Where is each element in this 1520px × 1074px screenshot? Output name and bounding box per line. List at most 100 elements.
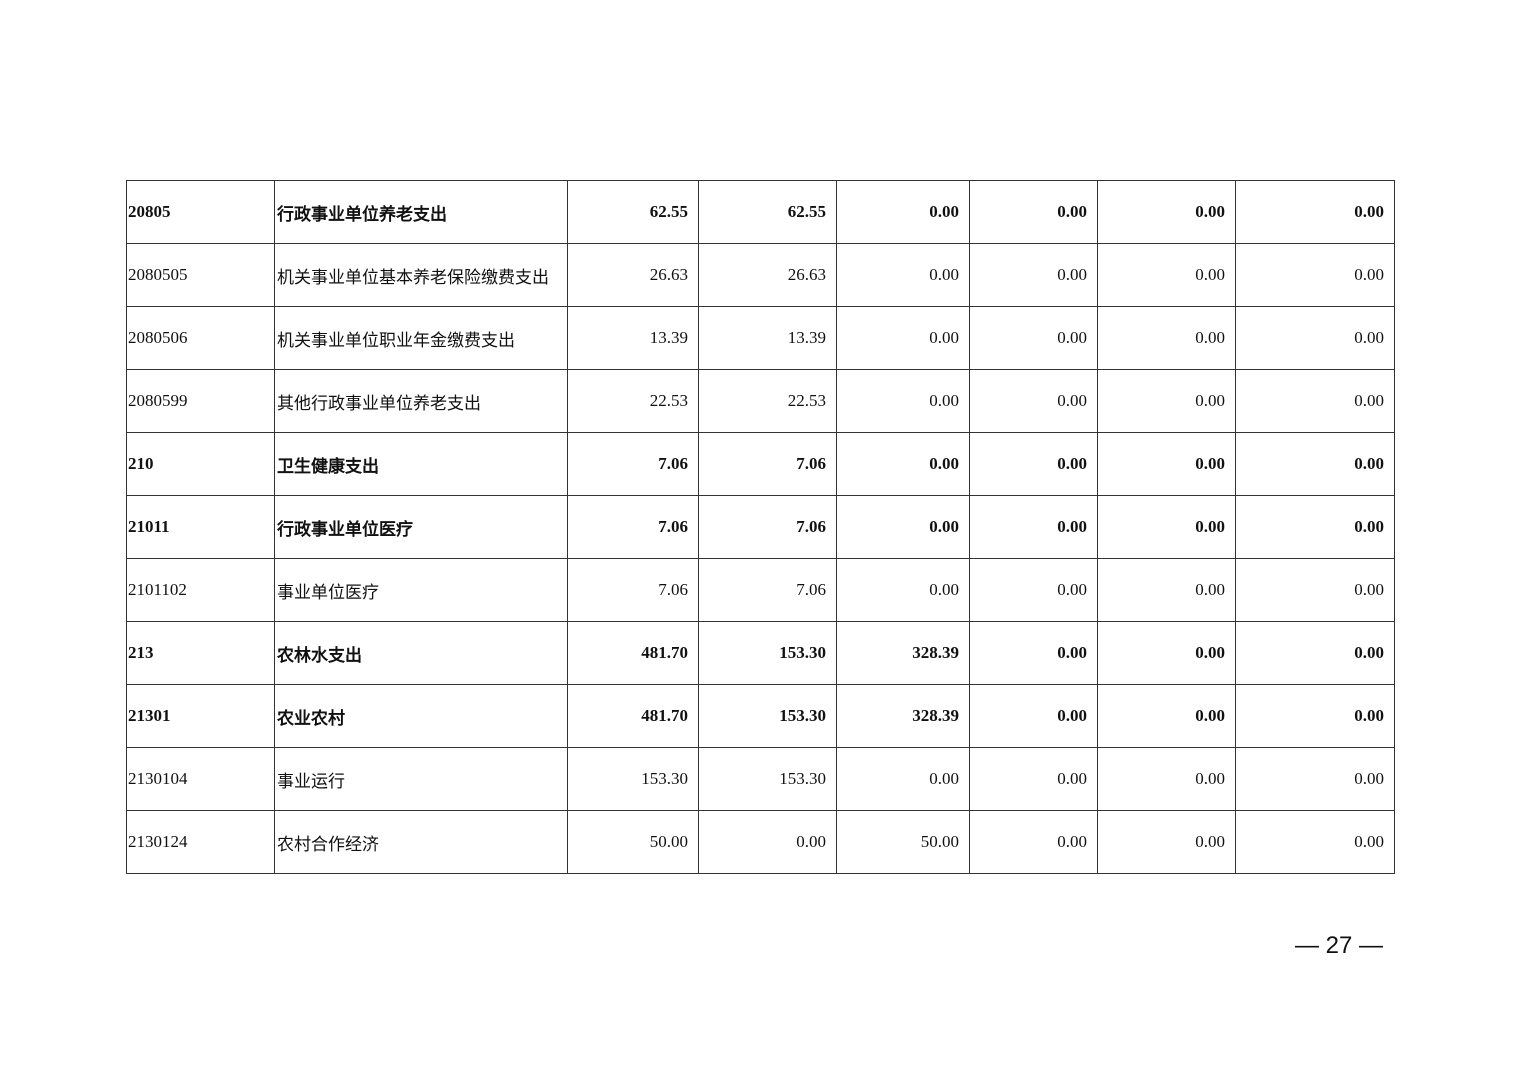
cell-col-4: 0.00 — [698, 810, 837, 874]
cell-col-8: 0.00 — [1235, 495, 1395, 559]
cell-col-7: 0.00 — [1097, 432, 1236, 496]
cell-code: 21011 — [126, 495, 275, 559]
cell-col-4: 13.39 — [698, 306, 837, 370]
cell-col-7: 0.00 — [1097, 621, 1236, 685]
cell-col-5: 0.00 — [836, 369, 970, 433]
cell-code: 2080599 — [126, 369, 275, 433]
table-row: 2080506 机关事业单位职业年金缴费支出 13.39 13.39 0.00 0.00 0… — [126, 306, 1395, 370]
cell-col-3: 7.06 — [567, 495, 699, 559]
cell-col-7: 0.00 — [1097, 684, 1236, 748]
cell-col-3: 7.06 — [567, 558, 699, 622]
cell-col-7: 0.00 — [1097, 243, 1236, 307]
table-row: 2130104 事业运行 153.30 153.30 0.00 0.00 0.00 0.00 — [126, 747, 1395, 811]
cell-col-5: 50.00 — [836, 810, 970, 874]
cell-col-3: 13.39 — [567, 306, 699, 370]
cell-name: 其他行政事业单位养老支出 — [274, 369, 568, 433]
cell-col-4: 153.30 — [698, 621, 837, 685]
cell-col-4: 62.55 — [698, 180, 837, 244]
cell-col-8: 0.00 — [1235, 369, 1395, 433]
cell-col-6: 0.00 — [969, 747, 1098, 811]
cell-name: 行政事业单位养老支出 — [274, 180, 568, 244]
cell-code: 213 — [126, 621, 275, 685]
cell-code: 2101102 — [126, 558, 275, 622]
table-row: 20805 行政事业单位养老支出 62.55 62.55 0.00 0.00 0.00 0.0… — [126, 180, 1395, 244]
cell-col-8: 0.00 — [1235, 684, 1395, 748]
cell-col-4: 7.06 — [698, 432, 837, 496]
table-row: 21301 农业农村 481.70 153.30 328.39 0.00 0.00 0.00 — [126, 684, 1395, 748]
cell-col-3: 22.53 — [567, 369, 699, 433]
cell-col-8: 0.00 — [1235, 306, 1395, 370]
cell-col-6: 0.00 — [969, 432, 1098, 496]
cell-col-5: 0.00 — [836, 747, 970, 811]
table-row: 2130124 农村合作经济 50.00 0.00 50.00 0.00 0.00 0.00 — [126, 810, 1395, 874]
cell-col-8: 0.00 — [1235, 747, 1395, 811]
cell-name: 事业单位医疗 — [274, 558, 568, 622]
cell-col-3: 62.55 — [567, 180, 699, 244]
cell-col-8: 0.00 — [1235, 243, 1395, 307]
cell-col-3: 26.63 — [567, 243, 699, 307]
cell-code: 20805 — [126, 180, 275, 244]
cell-col-7: 0.00 — [1097, 180, 1236, 244]
cell-col-4: 7.06 — [698, 495, 837, 559]
cell-name: 卫生健康支出 — [274, 432, 568, 496]
cell-col-6: 0.00 — [969, 369, 1098, 433]
cell-col-7: 0.00 — [1097, 495, 1236, 559]
cell-col-5: 0.00 — [836, 180, 970, 244]
cell-col-8: 0.00 — [1235, 810, 1395, 874]
cell-col-6: 0.00 — [969, 306, 1098, 370]
cell-code: 2130104 — [126, 747, 275, 811]
cell-col-7: 0.00 — [1097, 369, 1236, 433]
cell-col-7: 0.00 — [1097, 810, 1236, 874]
cell-col-8: 0.00 — [1235, 432, 1395, 496]
cell-col-5: 0.00 — [836, 306, 970, 370]
cell-col-6: 0.00 — [969, 621, 1098, 685]
cell-col-4: 22.53 — [698, 369, 837, 433]
cell-col-5: 0.00 — [836, 432, 970, 496]
cell-col-4: 153.30 — [698, 684, 837, 748]
cell-name: 机关事业单位职业年金缴费支出 — [274, 306, 568, 370]
cell-col-5: 328.39 — [836, 684, 970, 748]
cell-col-6: 0.00 — [969, 684, 1098, 748]
cell-col-7: 0.00 — [1097, 558, 1236, 622]
cell-col-5: 328.39 — [836, 621, 970, 685]
cell-name: 机关事业单位基本养老保险缴费支出 — [274, 243, 568, 307]
cell-col-5: 0.00 — [836, 243, 970, 307]
table-row: 2080505 机关事业单位基本养老保险缴费支出 26.63 26.63 0.00 0.0… — [126, 243, 1395, 307]
cell-col-8: 0.00 — [1235, 558, 1395, 622]
cell-name: 行政事业单位医疗 — [274, 495, 568, 559]
table-row: 213 农林水支出 481.70 153.30 328.39 0.00 0.00 0.00 — [126, 621, 1395, 685]
cell-col-4: 7.06 — [698, 558, 837, 622]
cell-col-3: 153.30 — [567, 747, 699, 811]
cell-name: 农林水支出 — [274, 621, 568, 685]
cell-col-5: 0.00 — [836, 558, 970, 622]
table-row: 21011 行政事业单位医疗 7.06 7.06 0.00 0.00 0.00 0.00 — [126, 495, 1395, 559]
cell-code: 21301 — [126, 684, 275, 748]
cell-col-8: 0.00 — [1235, 180, 1395, 244]
table-row: 2080599 其他行政事业单位养老支出 22.53 22.53 0.00 0.00 0.0… — [126, 369, 1395, 433]
budget-table: 20805 行政事业单位养老支出 62.55 62.55 0.00 0.00 0.00 0.0… — [126, 180, 1395, 874]
cell-name: 农业农村 — [274, 684, 568, 748]
cell-col-6: 0.00 — [969, 243, 1098, 307]
cell-col-6: 0.00 — [969, 180, 1098, 244]
cell-code: 2080506 — [126, 306, 275, 370]
cell-name: 事业运行 — [274, 747, 568, 811]
table-row: 2101102 事业单位医疗 7.06 7.06 0.00 0.00 0.00 0.00 — [126, 558, 1395, 622]
cell-code: 2080505 — [126, 243, 275, 307]
cell-col-6: 0.00 — [969, 495, 1098, 559]
cell-col-6: 0.00 — [969, 810, 1098, 874]
cell-col-4: 26.63 — [698, 243, 837, 307]
table-row: 210 卫生健康支出 7.06 7.06 0.00 0.00 0.00 0.00 — [126, 432, 1395, 496]
cell-col-3: 481.70 — [567, 621, 699, 685]
cell-col-5: 0.00 — [836, 495, 970, 559]
table-body: 20805 行政事业单位养老支出 62.55 62.55 0.00 0.00 0.00 0.0… — [126, 180, 1395, 874]
cell-name: 农村合作经济 — [274, 810, 568, 874]
cell-col-7: 0.00 — [1097, 747, 1236, 811]
cell-col-3: 481.70 — [567, 684, 699, 748]
cell-code: 210 — [126, 432, 275, 496]
cell-col-7: 0.00 — [1097, 306, 1236, 370]
cell-col-8: 0.00 — [1235, 621, 1395, 685]
cell-col-3: 50.00 — [567, 810, 699, 874]
cell-code: 2130124 — [126, 810, 275, 874]
cell-col-4: 153.30 — [698, 747, 837, 811]
cell-col-3: 7.06 — [567, 432, 699, 496]
